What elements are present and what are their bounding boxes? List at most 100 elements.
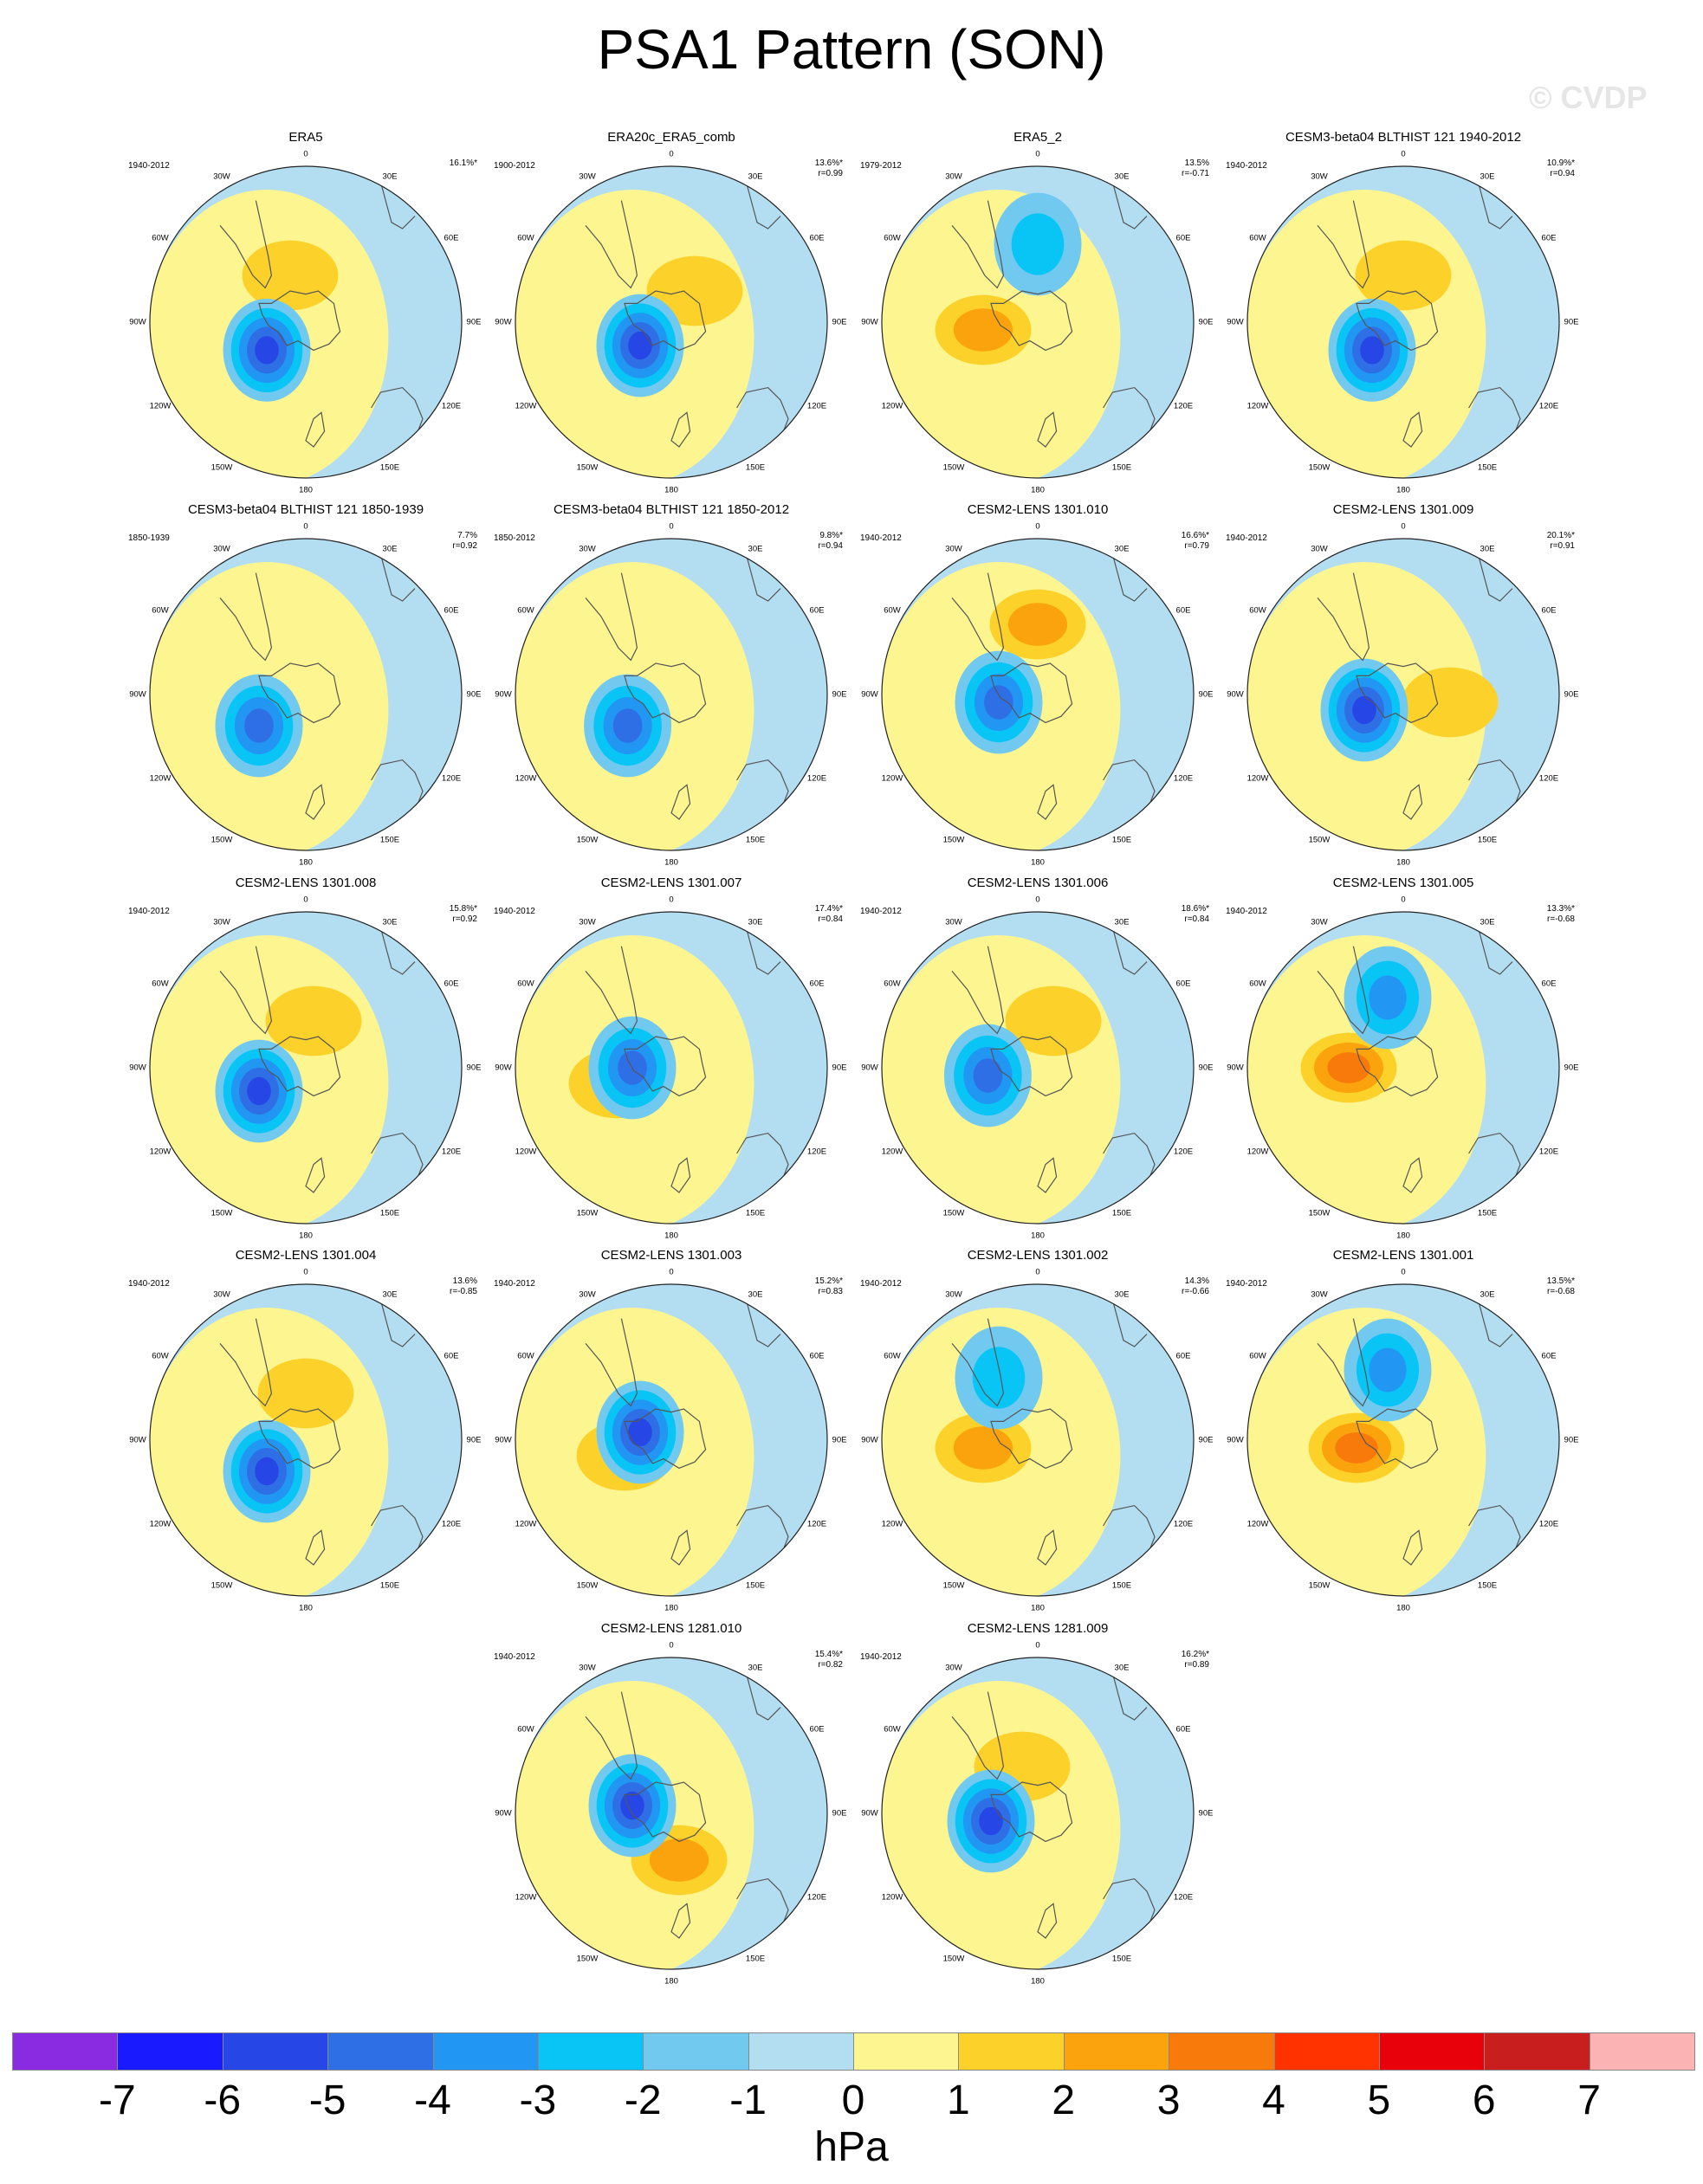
high-anomaly-contour [953, 1426, 1013, 1470]
colorbar-tick-label: 7 [1577, 2077, 1601, 2123]
longitude-label: 120W [515, 1892, 537, 1903]
longitude-label: 180 [1031, 1976, 1045, 1987]
variance-explained: 13.5% [1184, 158, 1209, 168]
colorbar-swatch [1169, 2032, 1275, 2071]
coastline [745, 181, 781, 229]
coastline [379, 553, 416, 602]
longitude-label: 150E [745, 1580, 766, 1591]
pattern-correlation: r=-0.66 [1182, 1287, 1209, 1296]
longitude-label: 150E [379, 1208, 400, 1218]
coastline [1317, 572, 1370, 662]
longitude-label: 90E [1198, 689, 1214, 700]
panel-title: CESM2-LENS 1301.008 [235, 876, 377, 890]
variance-explained: 16.1%* [449, 158, 477, 168]
map-border [149, 1283, 463, 1597]
pattern-correlation: r=0.79 [1184, 541, 1209, 551]
longitude-label: 90E [466, 689, 482, 700]
coastline [305, 1529, 326, 1566]
variance-explained: 13.5%* [1546, 1276, 1575, 1286]
map-panel: CESM2-LENS 1301.007 1940-2012 17.4%* r=0.84… [489, 876, 853, 1241]
longitude-label: 180 [1031, 1603, 1045, 1613]
coastline [379, 181, 416, 229]
longitude-label: 30E [748, 1663, 763, 1673]
polar-map [515, 1283, 828, 1597]
longitude-label: 60E [1175, 979, 1191, 989]
coastline [1477, 927, 1513, 975]
coastline [1402, 1529, 1423, 1566]
coastline [624, 1781, 707, 1843]
longitude-label: 60E [1175, 1351, 1191, 1361]
longitude-label: 60W [1249, 605, 1266, 616]
colorbar-tick-label: -1 [729, 2077, 767, 2123]
longitude-label: 30E [1480, 171, 1495, 182]
longitude-label: 150W [942, 462, 965, 473]
panel-period: 1940-2012 [128, 907, 170, 916]
variance-explained: 15.8%* [449, 904, 477, 914]
longitude-label: 150W [1308, 1580, 1331, 1591]
longitude-label: 90E [832, 317, 847, 327]
polar-map [1246, 538, 1560, 851]
colorbar-swatch [853, 2032, 960, 2071]
colorbar-swatch [1273, 2032, 1380, 2071]
longitude-label: 0 [303, 1267, 308, 1277]
low-anomaly-contour [244, 708, 274, 743]
longitude-label: 60E [809, 1724, 825, 1735]
colorbar-tick-label: 4 [1262, 2077, 1285, 2123]
colorbar-swatch [958, 2032, 1065, 2071]
longitude-label: 60W [152, 1351, 169, 1361]
longitude-label: 120W [149, 1519, 172, 1529]
coastline [951, 946, 1005, 1035]
longitude-label: 150W [210, 1208, 233, 1218]
colorbar-swatch [1589, 2032, 1695, 2071]
longitude-label: 180 [664, 1603, 678, 1613]
longitude-label: 30W [945, 544, 962, 554]
coastline [1111, 1672, 1148, 1721]
panel-period: 1940-2012 [860, 1652, 902, 1662]
longitude-label: 120W [881, 1519, 903, 1529]
polar-map [881, 1657, 1195, 1970]
longitude-label: 60W [517, 1724, 534, 1735]
map-border [149, 538, 463, 851]
longitude-label: 150E [1477, 835, 1498, 845]
longitude-label: 90W [861, 1063, 878, 1073]
panel-period: 1979-2012 [860, 161, 902, 171]
polar-map [881, 538, 1195, 851]
panel-period: 1900-2012 [494, 161, 535, 171]
panel-variance: 17.4%* r=0.84 [815, 904, 843, 925]
longitude-label: 90E [1564, 1063, 1579, 1073]
polar-map [515, 538, 828, 851]
longitude-label: 60W [884, 1351, 901, 1361]
longitude-label: 60E [809, 979, 825, 989]
coastline [1317, 1318, 1370, 1407]
longitude-label: 60E [444, 605, 459, 616]
longitude-label: 150E [1477, 1208, 1498, 1218]
longitude-label: 120W [1246, 401, 1269, 411]
coastline [305, 1157, 326, 1193]
longitude-label: 90E [1564, 1435, 1579, 1445]
longitude-label: 60W [884, 233, 901, 243]
longitude-label: 60E [1175, 233, 1191, 243]
longitude-label: 0 [1035, 1640, 1040, 1651]
longitude-label: 120W [881, 1147, 903, 1157]
coastline [670, 784, 691, 820]
coastline [585, 1318, 638, 1407]
longitude-label: 150E [1111, 1954, 1132, 1964]
panel-variance: 16.2%* r=0.89 [1182, 1650, 1209, 1670]
longitude-label: 30W [579, 544, 596, 554]
longitude-label: 0 [1401, 521, 1406, 532]
coastline [624, 1408, 707, 1470]
coastline [670, 1903, 691, 1939]
longitude-label: 0 [1035, 149, 1040, 159]
colorbar-swatch [748, 2032, 854, 2071]
longitude-label: 60W [884, 1724, 901, 1735]
colorbar-tick-label: 5 [1367, 2077, 1391, 2123]
longitude-label: 60W [152, 979, 169, 989]
coastline [1037, 1157, 1058, 1193]
longitude-label: 120E [441, 401, 462, 411]
longitude-label: 60W [1249, 233, 1266, 243]
longitude-label: 120W [881, 401, 903, 411]
colorbar-swatch [537, 2032, 644, 2071]
low-anomaly-contour [620, 1791, 644, 1820]
coastline [951, 572, 1005, 662]
